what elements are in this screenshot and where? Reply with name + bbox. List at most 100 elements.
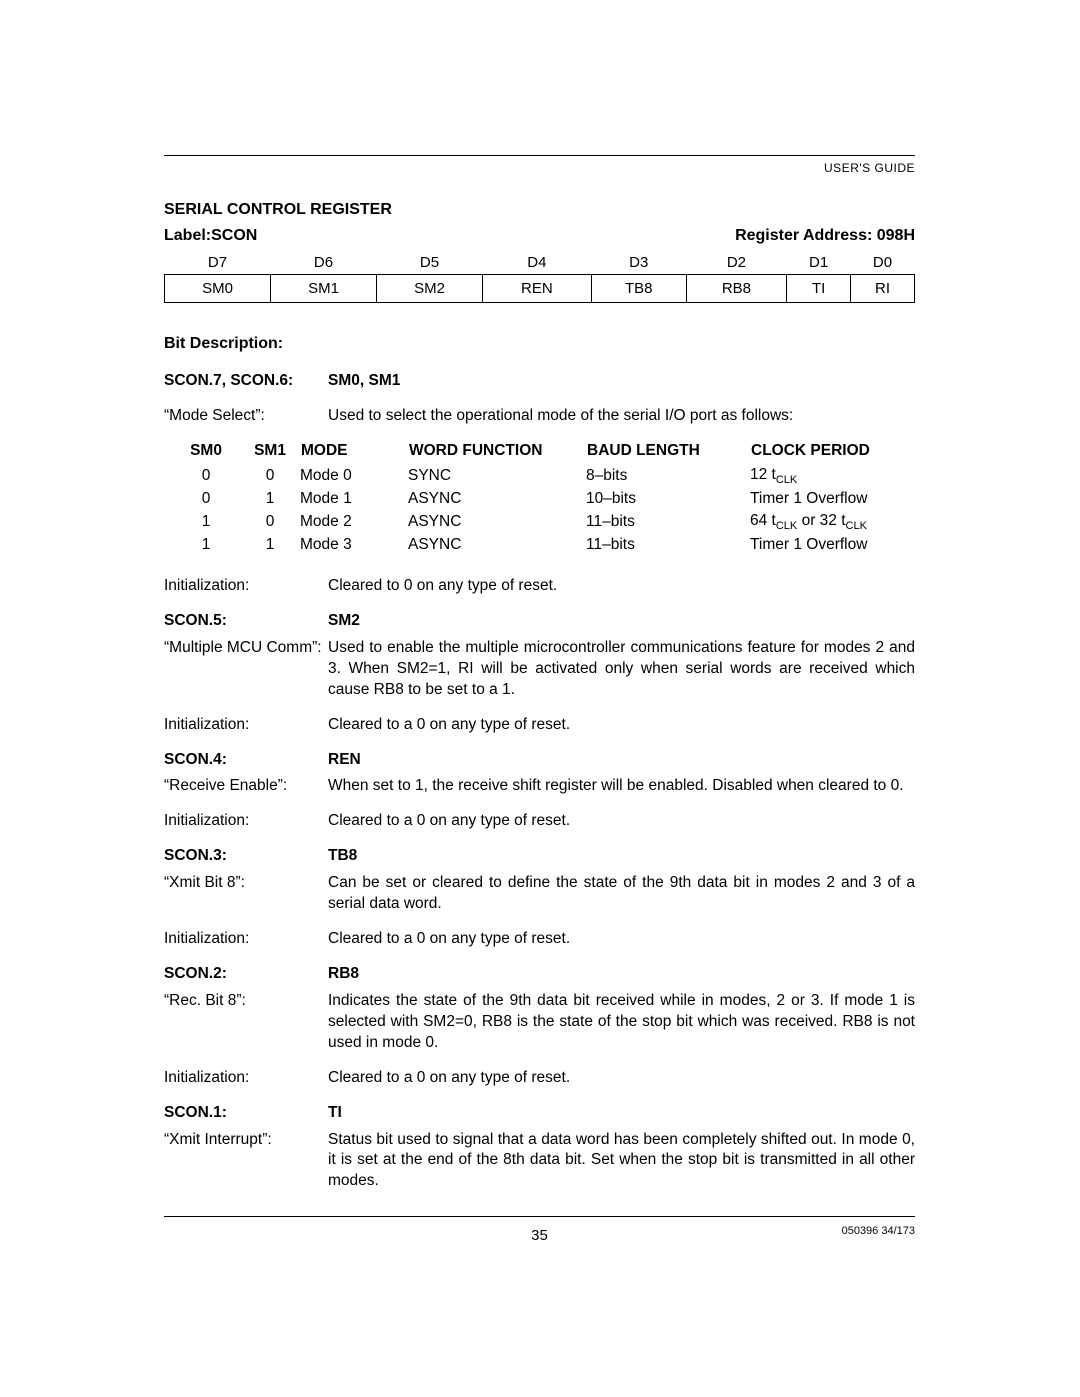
scon5-subtext: Used to enable the multiple microcontrol… (328, 638, 915, 701)
mode-cell: 1 (172, 534, 240, 556)
mode-th: BAUD LENGTH (586, 441, 750, 464)
scon1-sublabel: “Xmit Interrupt”: (164, 1130, 328, 1193)
scon1-subtext: Status bit used to signal that a data wo… (328, 1130, 915, 1193)
bit-value: SM1 (271, 275, 377, 303)
clk-sub: CLK (776, 474, 797, 486)
mode-th: SM0 (172, 441, 240, 464)
mode-cell: Timer 1 Overflow (750, 488, 871, 510)
scon1-name: TI (328, 1103, 915, 1124)
scon3-init: Initialization: Cleared to a 0 on any ty… (164, 929, 915, 950)
mode-th: WORD FUNCTION (408, 441, 586, 464)
mode-cell: SYNC (408, 464, 586, 488)
label-scon: Label:SCON (164, 227, 257, 245)
mode-cell: 11–bits (586, 510, 750, 534)
scon4-label: SCON.4: (164, 750, 328, 771)
init-label: Initialization: (164, 929, 328, 950)
scon2-init: Initialization: Cleared to a 0 on any ty… (164, 1068, 915, 1089)
clk-text: or 32 t (797, 512, 845, 529)
bit-header: D0 (851, 251, 915, 275)
bit-value: RI (851, 275, 915, 303)
mode-cell: 0 (240, 464, 300, 488)
init-text: Cleared to 0 on any type of reset. (328, 576, 915, 597)
mode-cell: 64 tCLK or 32 tCLK (750, 510, 871, 534)
scon4-init: Initialization: Cleared to a 0 on any ty… (164, 811, 915, 832)
scon5-desc: “Multiple MCU Comm”: Used to enable the … (164, 638, 915, 701)
scon76-header: SCON.7, SCON.6: SM0, SM1 (164, 371, 915, 392)
scon76-sublabel: “Mode Select”: (164, 406, 328, 427)
bit-header: D2 (686, 251, 786, 275)
mode-th: SM1 (240, 441, 300, 464)
scon4-name: REN (328, 750, 915, 771)
bit-header: D3 (591, 251, 686, 275)
scon5-header: SCON.5: SM2 (164, 611, 915, 632)
scon2-desc: “Rec. Bit 8”: Indicates the state of the… (164, 991, 915, 1054)
section-title: SERIAL CONTROL REGISTER (164, 201, 915, 219)
bit-header: D6 (271, 251, 377, 275)
mode-cell: 10–bits (586, 488, 750, 510)
scon3-sublabel: “Xmit Bit 8”: (164, 873, 328, 915)
header-rule (164, 155, 915, 156)
mode-cell: ASYNC (408, 510, 586, 534)
bits-header-row: D7 D6 D5 D4 D3 D2 D1 D0 (165, 251, 915, 275)
scon2-header: SCON.2: RB8 (164, 964, 915, 985)
mode-cell: Mode 1 (300, 488, 408, 510)
bit-value: RB8 (686, 275, 786, 303)
mode-cell: 0 (240, 510, 300, 534)
mode-cell: 1 (240, 534, 300, 556)
mode-row: 0 1 Mode 1 ASYNC 10–bits Timer 1 Overflo… (172, 488, 871, 510)
mode-cell: 8–bits (586, 464, 750, 488)
page-content: USER'S GUIDE SERIAL CONTROL REGISTER Lab… (0, 0, 1080, 1304)
bit-header: D7 (165, 251, 271, 275)
bit-value: SM2 (377, 275, 483, 303)
mode-cell: 12 tCLK (750, 464, 871, 488)
page-number: 35 (164, 1227, 915, 1244)
mode-cell: 0 (172, 464, 240, 488)
bit-value: SM0 (165, 275, 271, 303)
scon4-header: SCON.4: REN (164, 750, 915, 771)
bit-value: TI (787, 275, 851, 303)
scon2-label: SCON.2: (164, 964, 328, 985)
scon2-name: RB8 (328, 964, 915, 985)
mode-table-header: SM0 SM1 MODE WORD FUNCTION BAUD LENGTH C… (172, 441, 871, 464)
bits-value-row: SM0 SM1 SM2 REN TB8 RB8 TI RI (165, 275, 915, 303)
scon3-desc: “Xmit Bit 8”: Can be set or cleared to d… (164, 873, 915, 915)
bit-value: TB8 (591, 275, 686, 303)
scon4-subtext: When set to 1, the receive shift registe… (328, 776, 915, 797)
scon76-name: SM0, SM1 (328, 371, 915, 392)
footer-rule (164, 1216, 915, 1217)
register-address: Register Address: 098H (735, 227, 915, 245)
scon2-sublabel: “Rec. Bit 8”: (164, 991, 328, 1054)
mode-th: MODE (300, 441, 408, 464)
bit-header: D4 (483, 251, 592, 275)
clk-sub: CLK (846, 520, 867, 532)
mode-table: SM0 SM1 MODE WORD FUNCTION BAUD LENGTH C… (172, 441, 871, 556)
scon4-sublabel: “Receive Enable”: (164, 776, 328, 797)
bits-table: D7 D6 D5 D4 D3 D2 D1 D0 SM0 SM1 SM2 REN … (164, 251, 915, 303)
init-label: Initialization: (164, 576, 328, 597)
mode-row: 0 0 Mode 0 SYNC 8–bits 12 tCLK (172, 464, 871, 488)
mode-th: CLOCK PERIOD (750, 441, 871, 464)
scon3-name: TB8 (328, 846, 915, 867)
mode-row: 1 1 Mode 3 ASYNC 11–bits Timer 1 Overflo… (172, 534, 871, 556)
mode-cell: Mode 0 (300, 464, 408, 488)
mode-row: 1 0 Mode 2 ASYNC 11–bits 64 tCLK or 32 t… (172, 510, 871, 534)
scon3-subtext: Can be set or cleared to define the stat… (328, 873, 915, 915)
users-guide-label: USER'S GUIDE (164, 161, 915, 175)
mode-cell: Mode 2 (300, 510, 408, 534)
init-text: Cleared to a 0 on any type of reset. (328, 715, 915, 736)
scon76-init: Initialization: Cleared to 0 on any type… (164, 576, 915, 597)
scon1-header: SCON.1: TI (164, 1103, 915, 1124)
scon5-name: SM2 (328, 611, 915, 632)
bit-header: D1 (787, 251, 851, 275)
clk-text: 64 t (750, 512, 776, 529)
scon1-desc: “Xmit Interrupt”: Status bit used to sig… (164, 1130, 915, 1193)
mode-cell: Timer 1 Overflow (750, 534, 871, 556)
scon3-header: SCON.3: TB8 (164, 846, 915, 867)
clk-sub: CLK (776, 520, 797, 532)
mode-cell: ASYNC (408, 488, 586, 510)
init-text: Cleared to a 0 on any type of reset. (328, 1068, 915, 1089)
doc-id: 050396 34/173 (842, 1225, 915, 1237)
init-label: Initialization: (164, 715, 328, 736)
bit-header: D5 (377, 251, 483, 275)
init-text: Cleared to a 0 on any type of reset. (328, 929, 915, 950)
